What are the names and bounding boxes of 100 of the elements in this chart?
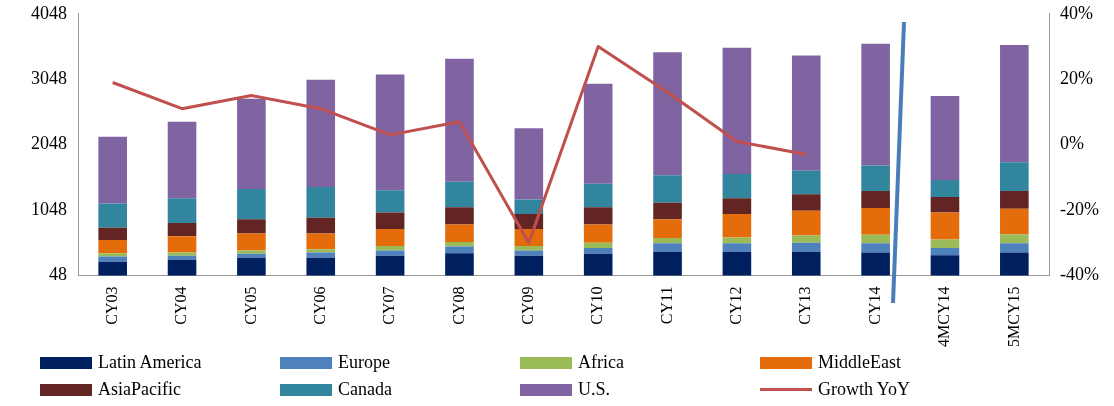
bar (445, 58, 474, 182)
bar (445, 246, 474, 254)
legend-label: U.S. (578, 379, 611, 400)
legend-label: AsiaPacific (98, 379, 181, 400)
y2-tick-label: 20% (1060, 67, 1094, 88)
bar (722, 243, 752, 252)
legend-label: MiddleEast (818, 352, 901, 373)
bar (791, 194, 821, 211)
bar (722, 198, 752, 214)
bar (445, 207, 474, 225)
x-tick-label: CY06 (310, 286, 328, 325)
bar (791, 170, 821, 195)
x-tick-label: CY14 (865, 286, 883, 325)
bar (98, 253, 127, 257)
bar (375, 74, 405, 191)
bar (1000, 234, 1029, 244)
bar (1000, 243, 1029, 253)
bar (237, 253, 266, 258)
bar (306, 252, 336, 258)
bar (167, 255, 197, 260)
bar (306, 187, 336, 218)
bar (237, 233, 266, 251)
legend-label: Africa (578, 352, 624, 373)
x-tick-label: CY10 (588, 286, 606, 325)
bar (583, 224, 613, 243)
y-tick-label: 48 (49, 264, 67, 285)
y2-tick-label: -20% (1060, 198, 1100, 219)
x-tick-label: 4MCY14 (935, 286, 953, 347)
x-tick-label: CY04 (172, 286, 190, 325)
y-tick-label: 1048 (31, 198, 67, 219)
bar (583, 242, 613, 248)
bar (514, 128, 544, 200)
legend-label: Europe (338, 352, 390, 373)
bar (791, 242, 821, 252)
bar (722, 237, 752, 244)
bar (930, 196, 960, 213)
bar (98, 227, 127, 241)
bar (930, 96, 960, 180)
bar (237, 219, 266, 234)
x-tick-label: CY11 (657, 286, 675, 325)
bar (375, 250, 405, 256)
bar (167, 223, 197, 237)
bar (653, 238, 682, 244)
bar (791, 210, 821, 236)
bar (930, 179, 960, 197)
bar (583, 83, 613, 184)
bar (583, 247, 613, 254)
bar (514, 245, 544, 251)
y2-tick-label: 0% (1060, 133, 1085, 154)
bar (306, 249, 336, 253)
bar (722, 213, 752, 238)
bar (930, 212, 960, 240)
bar (861, 191, 890, 209)
x-tick-label: CY03 (102, 286, 120, 325)
bar (98, 256, 127, 262)
bar (583, 207, 613, 225)
x-tick-label: CY09 (519, 286, 537, 325)
bar (861, 208, 890, 235)
bar (1000, 45, 1029, 163)
bar (375, 245, 405, 251)
bar (445, 224, 474, 243)
bar (722, 47, 752, 174)
bar (375, 228, 405, 246)
bar (306, 233, 336, 250)
bar (653, 219, 682, 239)
bar (445, 242, 474, 247)
bar (375, 190, 405, 213)
bar (98, 240, 127, 254)
bar (1000, 162, 1029, 191)
bar (861, 243, 890, 253)
bar (791, 55, 821, 171)
bar (514, 250, 544, 256)
bar (653, 243, 682, 252)
bar (722, 173, 752, 199)
legend-label: Latin America (98, 352, 202, 373)
bar (98, 203, 127, 228)
legend-label: Growth YoY (818, 379, 911, 400)
bar (375, 212, 405, 229)
bar (653, 52, 682, 176)
bar (583, 183, 613, 208)
bar (306, 79, 336, 188)
y-tick-label: 4048 (31, 2, 67, 23)
bar (167, 198, 197, 224)
bar (861, 234, 890, 244)
x-tick-label: CY13 (796, 286, 814, 325)
bar (237, 98, 266, 190)
bar (1000, 208, 1029, 235)
bar (167, 236, 197, 253)
legend-label: Canada (338, 379, 392, 400)
bar (306, 217, 336, 234)
x-tick-label: CY05 (241, 286, 259, 325)
x-tick-label: CY07 (380, 286, 398, 325)
y2-tick-label: 40% (1060, 2, 1094, 23)
bar (930, 239, 960, 248)
bar (930, 247, 960, 256)
bar (861, 165, 890, 191)
x-tick-label: CY08 (449, 286, 467, 325)
bar (98, 136, 127, 204)
bar (167, 121, 197, 199)
x-tick-label: 5MCY15 (1004, 286, 1022, 347)
